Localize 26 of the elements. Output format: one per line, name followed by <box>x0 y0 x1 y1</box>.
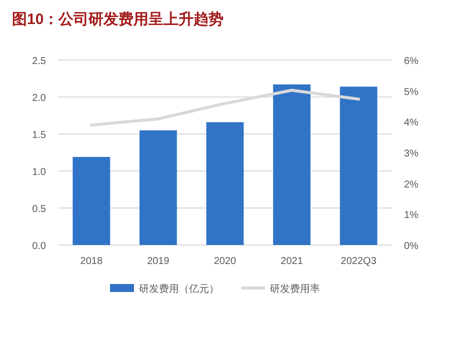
bar <box>72 156 110 245</box>
x-tick-label: 2019 <box>147 256 170 267</box>
chart-title: 图10：公司研发费用呈上升趋势 <box>12 11 224 28</box>
y-tick-label: 2.0 <box>32 93 46 104</box>
bar <box>139 130 177 245</box>
bar <box>206 122 244 245</box>
y2-tick-label: 6% <box>404 56 419 67</box>
y2-tick-label: 3% <box>404 148 419 160</box>
y2-tick-label: 4% <box>404 118 419 129</box>
y2-tick-label: 1% <box>404 210 419 222</box>
y2-tick-label: 5% <box>404 86 419 98</box>
legend-label: 研发费用（亿元） <box>139 283 219 295</box>
x-tick-label: 2020 <box>214 256 237 267</box>
x-tick-label: 2022Q3 <box>340 256 377 267</box>
y-tick-label: 1.0 <box>32 167 46 178</box>
y-tick-label: 1.5 <box>32 130 46 141</box>
y2-tick-label: 2% <box>404 179 419 190</box>
y-tick-label: 0.5 <box>32 204 46 215</box>
y-tick-label: 0.0 <box>32 241 46 252</box>
bar <box>340 86 378 245</box>
x-tick-label: 2018 <box>80 256 103 267</box>
legend-label: 研发费用率 <box>270 283 320 295</box>
x-tick-label: 2021 <box>280 256 304 267</box>
y-tick-label: 2.5 <box>32 56 46 67</box>
y2-tick-label: 0% <box>404 241 419 252</box>
bar <box>273 84 311 245</box>
